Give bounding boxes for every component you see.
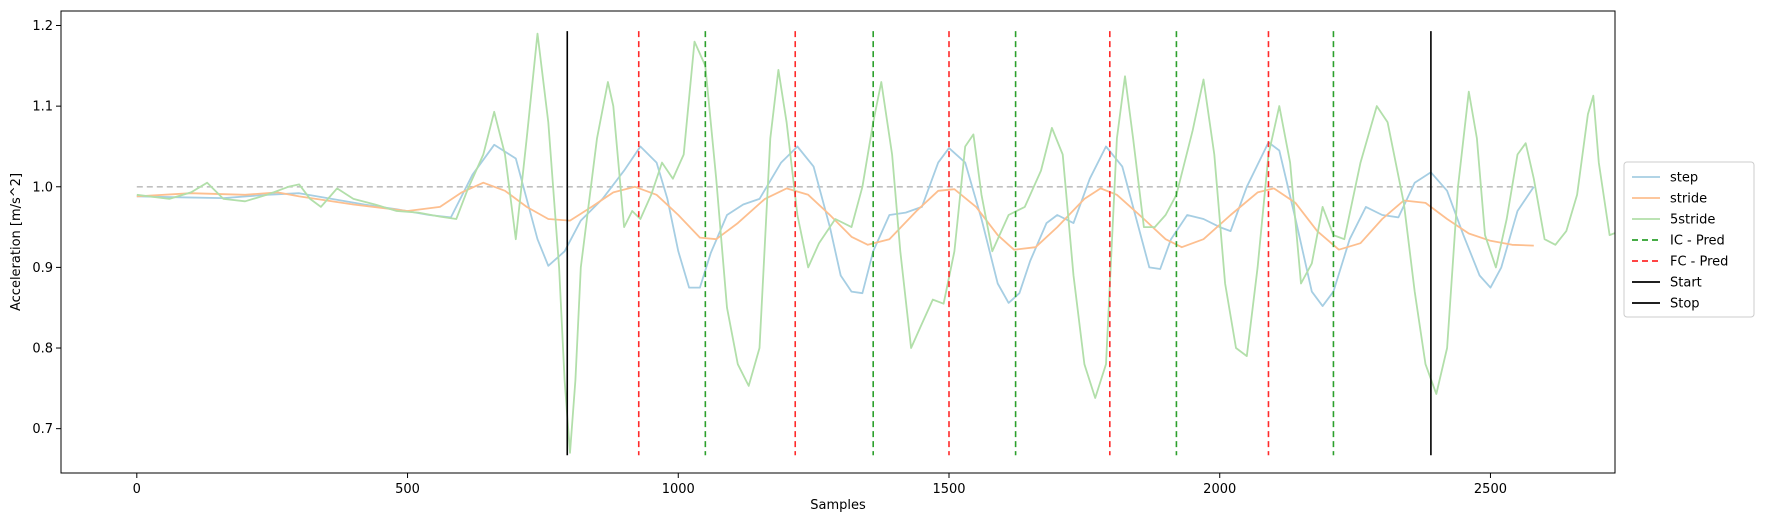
legend-box	[1623, 161, 1755, 318]
series-line-step	[136, 141, 1535, 307]
legend-label: 5stride	[1670, 213, 1715, 228]
legend-label: stride	[1670, 192, 1707, 207]
series-line-5stride	[136, 32, 1615, 454]
y-axis-ticks: 0.7 0.8 0.9 1.0 1.1 1.2	[32, 19, 61, 437]
series-line-stride	[136, 181, 1534, 251]
x-tick-label: 1500	[932, 482, 965, 497]
legend-label: IC - Pred	[1670, 234, 1725, 249]
y-axis-label: Acceleration [m/s^2]	[9, 173, 24, 311]
x-tick-label: 2500	[1474, 482, 1507, 497]
x-tick-label: 500	[395, 482, 420, 497]
legend-label: Stop	[1670, 297, 1700, 312]
legend-label: step	[1670, 171, 1698, 186]
vertical-line-layer	[566, 31, 1432, 456]
y-tick-label: 0.8	[32, 342, 53, 357]
legend-label: Start	[1670, 276, 1702, 291]
y-tick-label: 0.9	[32, 261, 53, 276]
legend-label: FC - Pred	[1670, 255, 1728, 270]
plot-frame	[60, 10, 1616, 474]
y-tick-label: 0.7	[32, 422, 53, 437]
x-axis-ticks: 0 500 1000 1500 2000 2500	[133, 473, 1507, 497]
y-tick-label: 1.2	[32, 19, 53, 34]
legend: step stride 5stride IC - Pred FC - Pred Start…	[1623, 161, 1755, 318]
x-tick-label: 0	[133, 482, 141, 497]
x-tick-label: 1000	[662, 482, 695, 497]
x-tick-label: 2000	[1203, 482, 1236, 497]
x-axis-label: Samples	[810, 498, 866, 513]
y-tick-label: 1.1	[32, 100, 53, 115]
plot-area	[136, 31, 1615, 456]
y-tick-label: 1.0	[32, 180, 53, 195]
series-layer	[136, 32, 1615, 454]
